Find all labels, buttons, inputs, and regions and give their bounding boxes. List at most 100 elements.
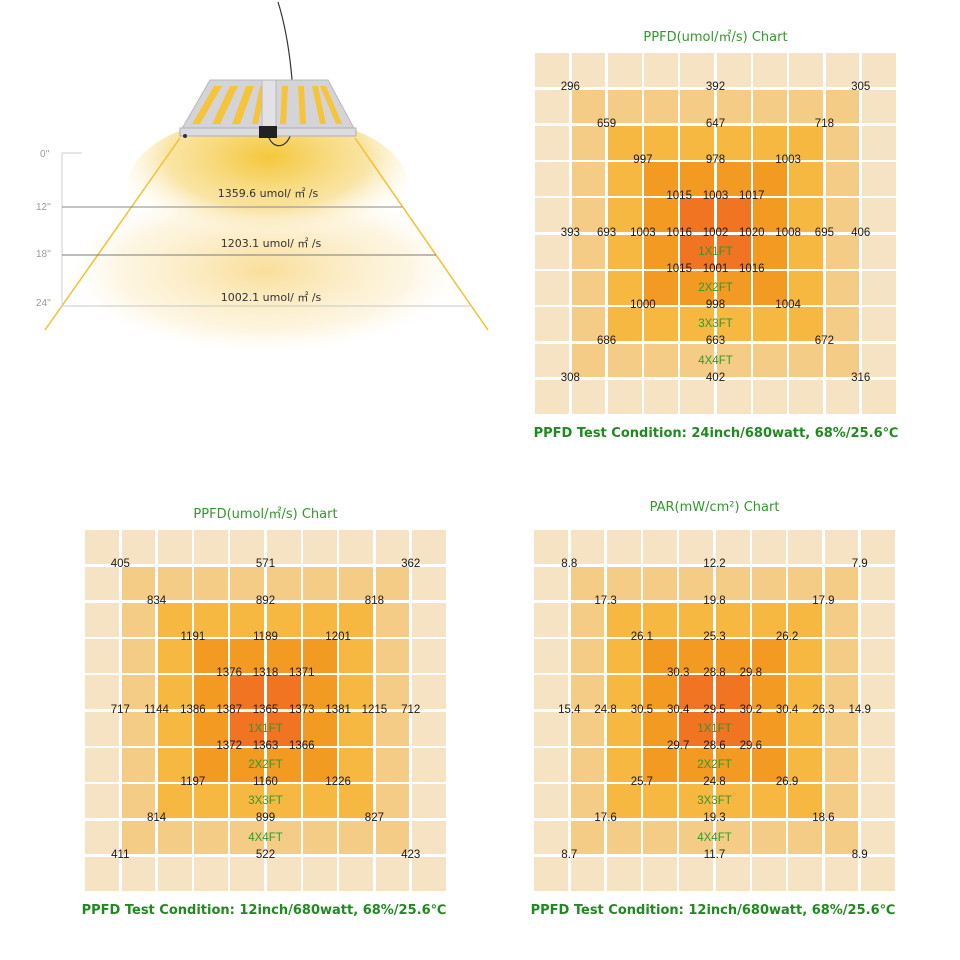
heatmap-cell [679,748,714,782]
heatmap-cell [121,639,156,673]
zone-label: 4X4FT [697,831,732,844]
heatmap-cell [375,530,410,565]
heatmap-cell [230,639,265,673]
heatmap-cell [606,639,641,673]
heatmap-cell [375,748,410,782]
heatmap-cell [411,748,446,782]
heatmap-cell [534,711,569,746]
data-label: 695 [814,226,834,239]
heatmap-cell [679,639,714,673]
data-label: 28.6 [703,739,726,752]
data-label: 12.2 [703,558,726,571]
heatmap-cell [788,856,823,891]
data-label: 1197 [180,776,206,789]
heatmap-cell [860,602,895,637]
heatmap-cell [339,530,374,565]
zone-label: 3X3FT [697,795,732,808]
fixture-spine [261,79,277,129]
data-label: 17.9 [812,594,835,607]
data-label: 1366 [289,739,315,752]
heatmap-cell [85,675,120,710]
heatmap-cell [121,711,156,746]
heatmap-cell [570,675,605,710]
heatmap-cell [788,820,823,855]
data-label: 296 [560,81,580,94]
heatmap-cell [607,198,642,233]
heatmap-cell [194,784,228,819]
heatmap-cell [411,675,446,710]
heatmap-cell [824,530,859,565]
heatmap-cell [752,602,786,637]
heatmap-cell [157,748,192,782]
heatmap-cell [303,856,337,891]
heatmap-cell [788,711,823,746]
scale-label-18: 18'' [36,249,51,260]
heatmap-cell [230,856,265,891]
data-label: 423 [401,848,421,861]
heatmap-cell [715,675,750,710]
heatmap-cell [860,566,895,601]
heatmap-cell [411,711,446,746]
heatmap-cell [824,856,859,891]
heatmap-cell [571,53,606,88]
heatmap-cell [266,784,301,819]
heatmap-cell [789,198,824,233]
heatmap-cell [680,198,715,233]
heatmap-cell [643,784,677,819]
data-label: 18.6 [812,812,835,825]
heatmap-cell [753,307,787,342]
scale-label-12: 12'' [36,202,51,213]
heatmap-cell [534,784,569,819]
data-label: 24.8 [594,703,617,716]
heatmap-cell [643,639,677,673]
heatmap-cell [157,856,192,891]
heatmap-cell [861,162,896,196]
heatmap-cell [411,602,446,637]
heatmap-cell [85,602,120,637]
data-label: 1365 [252,703,279,716]
heatmap-cell [606,784,641,819]
heatmap-cell [121,566,156,601]
data-label: 19.8 [703,594,726,607]
heatmap-cell [157,711,192,746]
heatmap-cell [680,162,715,196]
heatmap-cell [194,820,228,855]
heatmap-cell [861,379,896,414]
ppfd-reading-24: 1002.1 umol/ ㎡ /s [220,291,322,304]
heatmap-cell [825,125,860,160]
data-label: 405 [110,558,130,571]
data-label: 978 [705,153,726,166]
heatmap-cell [825,343,860,378]
heatmap-cell [680,271,715,305]
heatmap-cell [157,530,192,565]
heatmap-cell [752,639,786,673]
data-label: 1015 [666,190,692,203]
data-label: 1215 [361,703,388,716]
data-label: 1001 [702,262,729,275]
heatmap-cell [643,820,677,855]
heatmap-cell [375,784,410,819]
heatmap-cell [753,89,787,124]
data-label: 15.4 [558,703,581,716]
heatmap-cell [752,784,786,819]
heatmap-cell [266,711,301,746]
caption-ppfd-24: PPFD Test Condition: 24inch/680watt, 68%… [533,426,899,441]
data-label: 25.7 [630,776,654,789]
heatmap-cell [789,89,824,124]
heatmap-cell [753,198,787,233]
data-label: 8.9 [851,848,868,861]
heatmap-cell [375,639,410,673]
caption-par-12: PPFD Test Condition: 12inch/680watt, 68%… [530,903,896,918]
data-label: 17.6 [594,812,617,825]
heatmap-cell [534,566,569,601]
heatmap-cell [860,784,895,819]
heatmap-cell [266,639,301,673]
data-label: 1387 [216,703,242,716]
heatmap-cell [752,566,786,601]
data-label: 392 [705,81,726,94]
heatmap-cell [339,748,374,782]
heatmap-cell [716,53,751,88]
data-label: 25.3 [703,630,726,643]
heatmap-cell [535,271,570,305]
heatmap-cell [716,198,751,233]
